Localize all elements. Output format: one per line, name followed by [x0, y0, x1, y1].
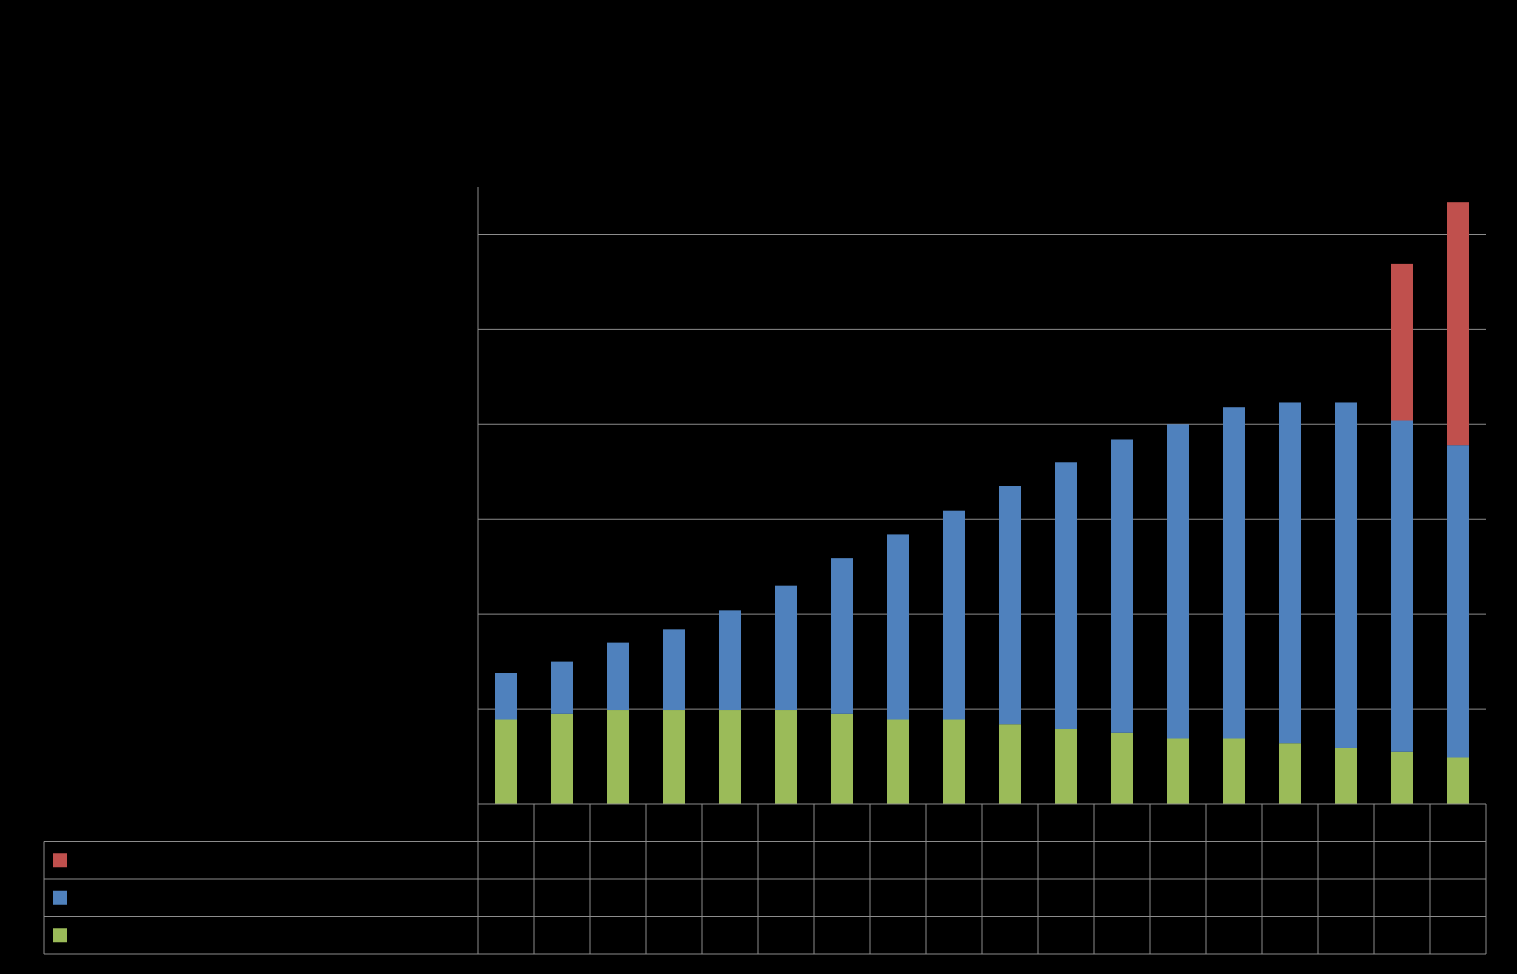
bar-segment: [1111, 732, 1133, 804]
bar-segment: [495, 673, 517, 720]
bar-segment: [1167, 738, 1189, 804]
bar-segment: [1055, 462, 1077, 730]
bar-segment: [1391, 263, 1413, 421]
bar-segment: [1279, 743, 1301, 804]
bar-segment: [663, 710, 685, 804]
bar-segment: [607, 642, 629, 711]
bar-segment: [719, 710, 741, 804]
bar-segment: [775, 710, 797, 804]
bar-segment: [1111, 439, 1133, 733]
bar-segment: [1335, 747, 1357, 804]
bar-segment: [831, 713, 853, 804]
bar-segment: [887, 719, 909, 804]
bar-segment: [1279, 402, 1301, 744]
bar-segment: [943, 719, 965, 804]
bar-segment: [1391, 751, 1413, 804]
bar-segment: [775, 585, 797, 711]
legend-swatch: [53, 890, 67, 905]
bar-segment: [495, 719, 517, 804]
bar-segment: [607, 710, 629, 804]
bar-segment: [1167, 424, 1189, 739]
bar-segment: [943, 510, 965, 720]
bar-segment: [1055, 729, 1077, 804]
bar-segment: [663, 629, 685, 711]
bar-segment: [551, 713, 573, 804]
bar-segment: [999, 486, 1021, 725]
bar-segment: [1447, 445, 1469, 758]
bar-segment: [1447, 757, 1469, 804]
bar-segment: [1223, 407, 1245, 739]
legend-swatch: [53, 928, 67, 943]
bar-segment: [1335, 402, 1357, 748]
bar-segment: [1447, 202, 1469, 446]
legend-swatch: [53, 853, 67, 868]
bar-segment: [1223, 738, 1245, 804]
bar-segment: [551, 661, 573, 714]
bar-segment: [887, 534, 909, 720]
bar-segment: [719, 610, 741, 711]
bar-segment: [831, 558, 853, 714]
bar-segment: [999, 724, 1021, 804]
bar-segment: [1391, 420, 1413, 752]
